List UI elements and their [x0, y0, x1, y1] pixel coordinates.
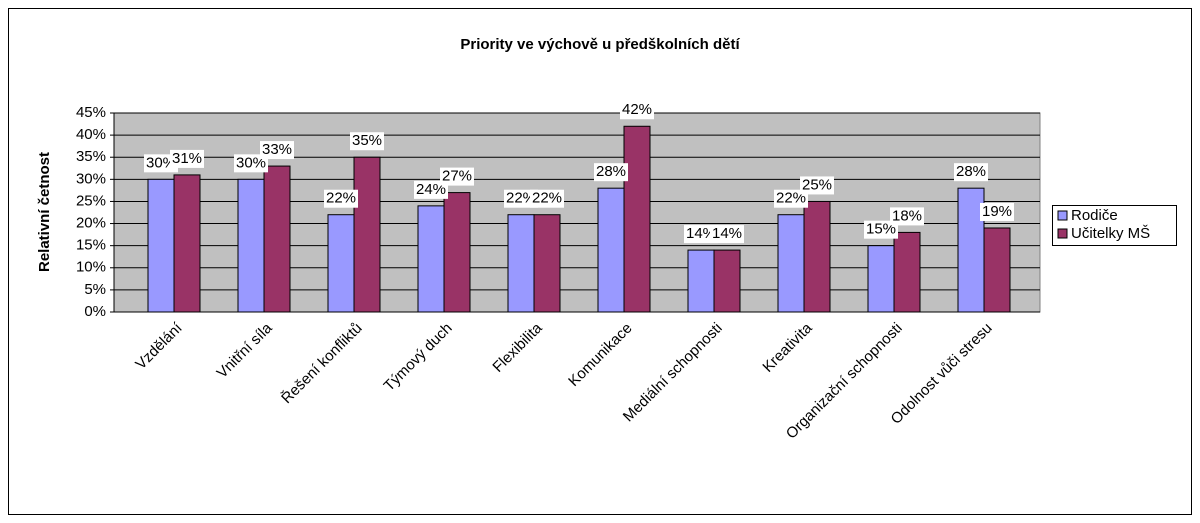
value-label-bg — [144, 154, 178, 173]
value-label-bg — [170, 149, 204, 168]
bar — [237, 178, 265, 313]
y-tick-label: 0% — [84, 303, 106, 320]
value-label: 27% — [442, 168, 472, 185]
chart-title: Priority ve výchově u předškolních dětí — [460, 36, 740, 53]
value-label-bg — [594, 163, 628, 182]
value-label: 25% — [802, 176, 832, 193]
value-label: 14% — [712, 225, 742, 242]
y-tick-label: 20% — [76, 215, 106, 232]
bar — [713, 249, 741, 313]
value-label-bg — [350, 132, 384, 151]
value-label: 22% — [776, 190, 806, 207]
value-label-bg — [234, 154, 268, 173]
bar — [507, 214, 535, 313]
y-tick-label: 15% — [76, 237, 106, 254]
value-label-bg — [530, 189, 564, 208]
value-label: 30% — [236, 154, 266, 171]
value-label: 33% — [262, 141, 292, 158]
value-label: 28% — [596, 163, 626, 180]
legend-swatch — [1057, 228, 1068, 239]
y-tick-label: 25% — [76, 192, 106, 209]
value-label-bg — [414, 180, 448, 199]
value-label: 30% — [146, 154, 176, 171]
value-label: 14% — [686, 225, 716, 242]
value-label-bg — [954, 163, 988, 182]
y-tick-label: 40% — [76, 126, 106, 143]
bar — [173, 174, 201, 313]
bar — [803, 200, 831, 313]
legend-box — [1052, 205, 1177, 246]
bar — [147, 178, 175, 313]
bar — [597, 187, 625, 313]
bar — [533, 214, 561, 313]
value-label: 15% — [866, 221, 896, 238]
y-axis-label: Relativní četnost — [36, 152, 53, 272]
value-label-bg — [800, 176, 834, 195]
value-label: 28% — [956, 163, 986, 180]
value-label: 22% — [532, 190, 562, 207]
bar — [867, 245, 895, 313]
value-label: 35% — [352, 132, 382, 149]
value-label: 31% — [172, 150, 202, 167]
value-label-bg — [440, 167, 474, 186]
value-label-bg — [890, 207, 924, 226]
value-label-bg — [980, 202, 1014, 221]
y-tick-label: 5% — [84, 281, 106, 298]
bar — [687, 249, 715, 313]
value-label-bg — [504, 189, 538, 208]
bar — [777, 214, 805, 313]
bar — [443, 192, 471, 313]
value-label-bg — [620, 101, 654, 120]
legend-swatch — [1057, 210, 1068, 221]
bar — [263, 165, 291, 313]
bar — [353, 156, 381, 313]
value-label-bg — [324, 189, 358, 208]
value-label-bg — [864, 220, 898, 239]
legend-label: Rodiče — [1071, 207, 1118, 224]
bar — [327, 214, 355, 313]
value-label-bg — [710, 225, 744, 244]
value-label: 22% — [326, 190, 356, 207]
value-label: 42% — [622, 101, 652, 118]
value-label: 24% — [416, 181, 446, 198]
y-tick-label: 30% — [76, 170, 106, 187]
value-label-bg — [260, 141, 294, 160]
y-tick-label: 45% — [76, 104, 106, 121]
bar — [893, 231, 921, 313]
bar — [417, 205, 445, 313]
value-label-bg — [774, 189, 808, 208]
value-label-bg — [684, 225, 718, 244]
legend-label: Učitelky MŠ — [1071, 225, 1150, 242]
y-tick-label: 35% — [76, 148, 106, 165]
bar — [983, 227, 1011, 313]
value-label: 18% — [892, 207, 922, 224]
bar — [623, 125, 651, 313]
value-label: 19% — [982, 203, 1012, 220]
value-label: 22% — [506, 190, 536, 207]
y-tick-label: 10% — [76, 259, 106, 276]
bar — [957, 187, 985, 313]
